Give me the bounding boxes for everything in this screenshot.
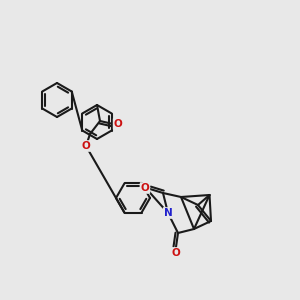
Text: O: O xyxy=(141,183,149,193)
Text: O: O xyxy=(82,141,90,151)
Text: O: O xyxy=(114,119,122,129)
Text: N: N xyxy=(164,208,172,218)
Text: O: O xyxy=(172,248,180,258)
